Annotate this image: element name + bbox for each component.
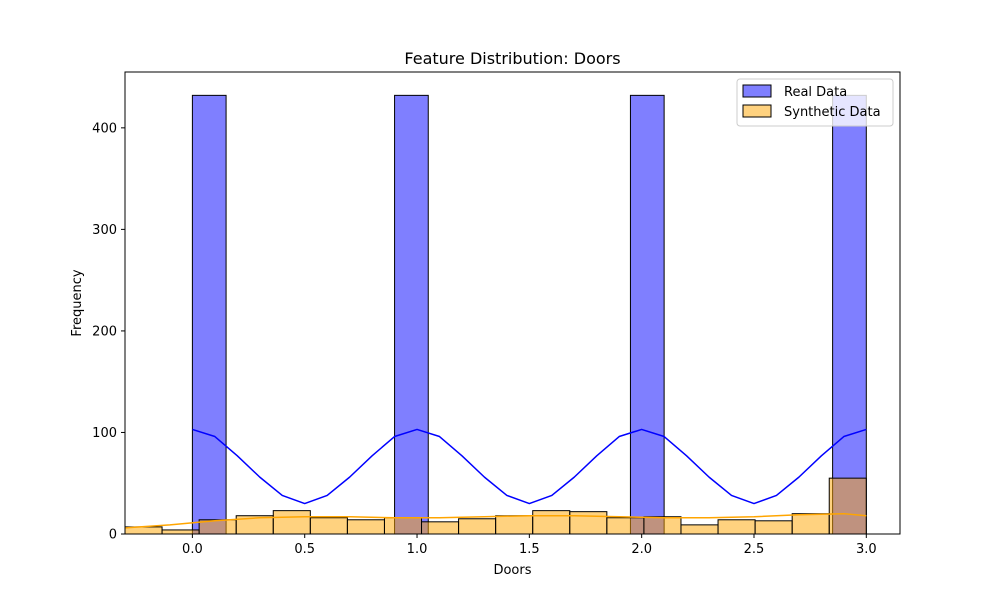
real-data-bar-3: [832, 94, 867, 535]
y-axis-ticks: 0 100 200 300 400: [92, 121, 125, 543]
y-tick-label: 200: [92, 324, 117, 339]
x-axis-label: Doors: [493, 563, 531, 578]
real-data-bar-0: [191, 94, 227, 535]
y-tick-label: 400: [92, 121, 117, 136]
x-tick-label: 1.5: [519, 542, 540, 557]
real-data-kde-line: [192, 428, 867, 505]
synthetic-data-bar-13: [606, 517, 645, 535]
synthetic-data-bar-19: [828, 477, 867, 535]
synthetic-data-bar-8: [421, 521, 460, 535]
synthetic-data-bar-9: [458, 518, 497, 535]
legend-label-real: Real Data: [784, 85, 847, 100]
synthetic-data-bar-18: [791, 513, 830, 535]
plot-frame: [124, 71, 901, 535]
synthetic-data-histogram: [124, 477, 867, 535]
real-data-bar-1: [394, 94, 429, 535]
y-axis-label: Frequency: [70, 269, 85, 336]
legend-box: [736, 78, 894, 127]
x-tick-label: 0.5: [294, 542, 315, 557]
y-tick-label: 300: [92, 223, 117, 238]
synthetic-data-bar-14: [643, 516, 682, 535]
x-axis-ticks: 0.0 0.5 1.0 1.5 2.0 2.5 3.0: [182, 534, 877, 557]
synthetic-data-bar-7: [383, 517, 423, 535]
synthetic-data-bar-15: [680, 524, 719, 535]
legend-swatch-synthetic: [742, 104, 772, 118]
synthetic-data-bar-4: [272, 510, 311, 535]
synthetic-data-kde-line: [124, 512, 867, 529]
synthetic-data-bar-5: [309, 517, 348, 535]
legend: Real Data Synthetic Data: [736, 78, 894, 127]
y-tick-label: 0: [109, 528, 117, 543]
synthetic-data-bar-1: [161, 529, 200, 535]
x-tick-label: 3.0: [856, 542, 877, 557]
x-tick-label: 1.0: [407, 542, 428, 557]
synthetic-data-bar-10: [495, 515, 534, 535]
legend-label-synthetic: Synthetic Data: [784, 105, 881, 120]
x-tick-label: 0.0: [182, 542, 203, 557]
real-data-histogram: [191, 94, 867, 535]
real-data-bar-2: [629, 94, 665, 535]
synthetic-data-bar-17: [754, 520, 793, 535]
synthetic-data-bar-11: [532, 510, 571, 535]
y-tick-label: 100: [92, 426, 117, 441]
chart-title: Feature Distribution: Doors: [404, 49, 620, 68]
kde-curves: [124, 428, 867, 529]
synthetic-data-bar-16: [717, 519, 756, 535]
synthetic-data-bar-6: [346, 519, 385, 535]
x-tick-label: 2.5: [744, 542, 765, 557]
x-tick-label: 2.0: [631, 542, 652, 557]
legend-swatch-real: [742, 84, 772, 98]
